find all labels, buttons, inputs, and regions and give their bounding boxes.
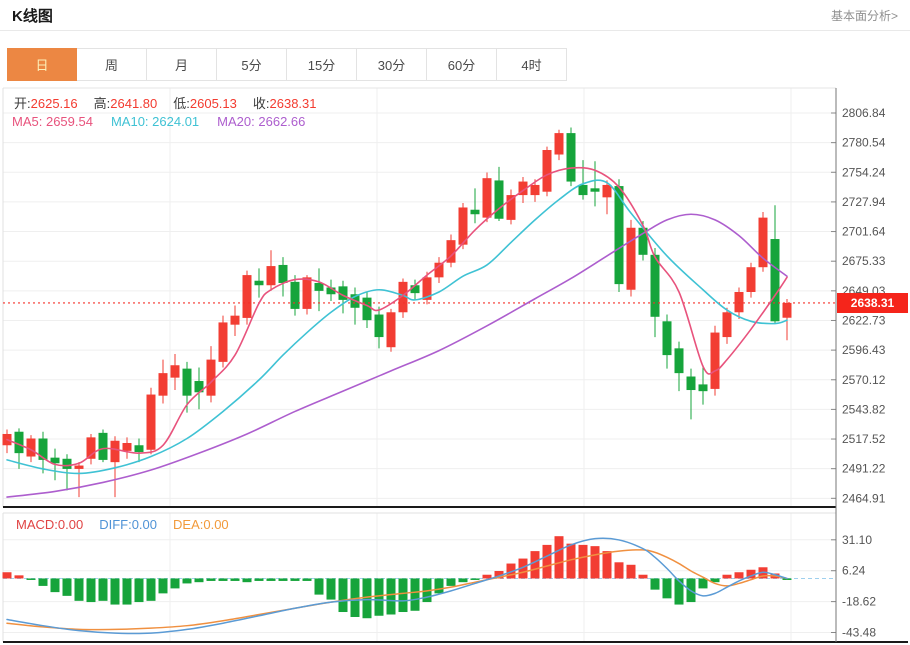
low-label: 低: xyxy=(173,96,190,111)
svg-text:2701.64: 2701.64 xyxy=(842,225,886,239)
tab-period-4[interactable]: 15分 xyxy=(287,48,357,81)
dea-value: 0.00 xyxy=(203,517,229,532)
macd-label: MACD: xyxy=(16,517,58,532)
fundamental-analysis-link[interactable]: 基本面分析> xyxy=(830,8,898,23)
svg-text:2517.52: 2517.52 xyxy=(842,432,886,446)
ma10-value: 2624.01 xyxy=(152,114,200,129)
ma20-value: 2662.66 xyxy=(258,114,306,129)
tab-period-3[interactable]: 5分 xyxy=(217,48,287,81)
tab-period-6[interactable]: 60分 xyxy=(427,48,497,81)
svg-text:2543.82: 2543.82 xyxy=(842,402,886,416)
tab-period-0[interactable]: 日 xyxy=(7,48,77,81)
svg-text:2570.12: 2570.12 xyxy=(842,373,886,387)
ma5-value: 2659.54 xyxy=(45,114,93,129)
tab-period-1[interactable]: 周 xyxy=(77,48,147,81)
current-price-badge: 2638.31 xyxy=(837,292,908,313)
svg-text:-18.62: -18.62 xyxy=(842,595,876,609)
macd-readout: MACD:0.00 DIFF:0.00 DEA:0.00 xyxy=(16,517,229,532)
diff-value: 0.00 xyxy=(131,517,158,532)
high-label: 高: xyxy=(93,96,111,111)
high-value: 2641.80 xyxy=(110,96,158,111)
page-title: K线图 xyxy=(12,7,53,25)
macd-value: 0.00 xyxy=(57,517,84,532)
svg-text:2491.22: 2491.22 xyxy=(842,462,886,476)
svg-text:2675.33: 2675.33 xyxy=(842,254,886,268)
svg-text:2806.84: 2806.84 xyxy=(842,106,886,120)
svg-text:2596.43: 2596.43 xyxy=(842,343,886,357)
dea-label: DEA: xyxy=(173,517,204,532)
svg-text:2727.94: 2727.94 xyxy=(842,195,886,209)
close-value: 2638.31 xyxy=(269,96,317,111)
period-tabs: 日周月 5分 15分 30分 60分 4时 xyxy=(7,48,567,81)
svg-text:2780.54: 2780.54 xyxy=(842,136,886,150)
diff-label: DIFF: xyxy=(99,517,132,532)
ohlc-readout: 开:2625.16 高:2641.80 低:2605.13 收:2638.31 xyxy=(14,93,317,112)
open-label: 开: xyxy=(14,96,31,111)
tab-period-5[interactable]: 30分 xyxy=(357,48,427,81)
close-label: 收: xyxy=(252,96,270,111)
low-value: 2605.13 xyxy=(189,96,237,111)
svg-text:2622.73: 2622.73 xyxy=(842,313,886,327)
svg-text:2754.24: 2754.24 xyxy=(842,165,886,179)
ma-readout: MA5: 2659.54 MA10: 2624.01 MA20: 2662.66 xyxy=(12,114,305,129)
svg-text:31.10: 31.10 xyxy=(842,533,872,547)
tab-period-2[interactable]: 月 xyxy=(147,48,217,81)
ma10-label: MA10: xyxy=(110,114,149,129)
titlebar: K线图 基本面分析> xyxy=(0,0,910,31)
tab-period-7[interactable]: 4时 xyxy=(497,48,567,81)
ma5-label: MA5: xyxy=(12,114,43,129)
svg-text:2464.91: 2464.91 xyxy=(842,491,886,505)
svg-text:-43.48: -43.48 xyxy=(842,626,876,640)
ma20-label: MA20: xyxy=(217,114,255,129)
svg-text:6.24: 6.24 xyxy=(842,564,866,578)
open-value: 2625.16 xyxy=(30,96,78,111)
